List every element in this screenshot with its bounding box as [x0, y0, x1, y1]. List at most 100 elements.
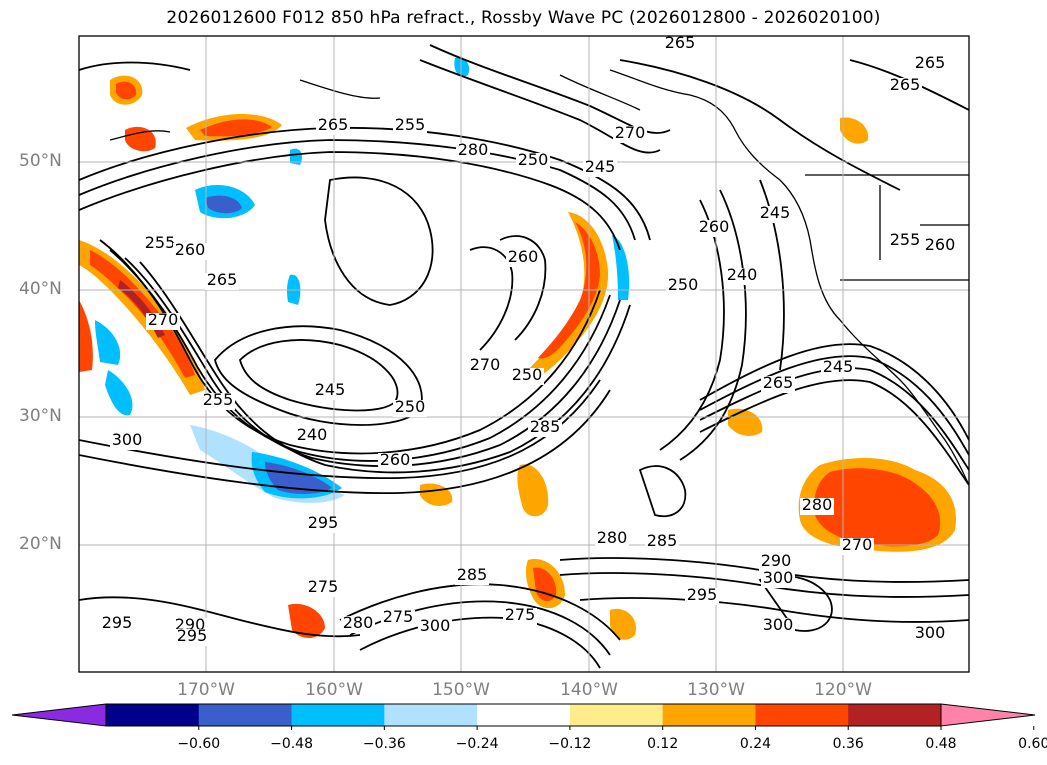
colorbar-tick-label: 0.48: [925, 736, 957, 752]
contour-label-background: [761, 618, 795, 635]
contour-label: 280: [458, 140, 489, 159]
contour-label-background: [913, 626, 947, 643]
contour-label: 285: [647, 531, 678, 550]
contour-label-background: [100, 616, 134, 633]
contour-label: 250: [518, 150, 549, 169]
colorbar-segment: [662, 704, 756, 726]
coastlines: [109, 69, 969, 486]
contour-label: 250: [395, 397, 426, 416]
contour-label-background: [888, 78, 922, 95]
lon-label: 130°W: [687, 680, 745, 700]
contour-label: 300: [420, 616, 451, 635]
contour-label: 280: [802, 495, 833, 514]
lon-label: 120°W: [814, 680, 872, 700]
contour-label-background: [725, 268, 759, 285]
contour-label-background: [393, 118, 427, 135]
colorbar-tick-label: −0.24: [455, 736, 499, 752]
contour-label-background: [685, 588, 719, 605]
contour-label: 260: [175, 240, 206, 259]
contour-label: 265: [890, 75, 921, 94]
contour-label-background: [528, 420, 562, 437]
colorbar-segment: [106, 704, 200, 726]
contour-label-background: [295, 428, 329, 445]
contour-label-background: [913, 56, 947, 73]
contour-label-background: [510, 368, 544, 385]
contour-label-background: [143, 236, 177, 253]
colorbar-tick-label: −0.48: [270, 736, 313, 752]
contour-label-background: [201, 393, 235, 410]
map-frame: [78, 35, 970, 673]
contour-label: 300: [763, 568, 794, 587]
contour-label: 295: [177, 626, 208, 645]
colorbar-tick-label: 0.12: [647, 736, 679, 752]
contour-label: 280: [597, 528, 628, 547]
contour-label: 270: [842, 535, 873, 554]
contour-label: 255: [395, 115, 426, 134]
contour-label: 245: [315, 380, 346, 399]
map-title: 2026012600 F012 850 hPa refract., Rossby…: [166, 8, 881, 28]
contour-label: 295: [687, 585, 718, 604]
contour-label-background: [583, 160, 617, 177]
contour-label: 300: [915, 623, 946, 642]
contour-label: 265: [207, 270, 238, 289]
contour-label: 265: [318, 115, 349, 134]
contour-label-background: [506, 250, 540, 267]
contour-label: 240: [297, 425, 328, 444]
contour-label: 255: [890, 230, 921, 249]
colorbar-segment: [477, 704, 571, 726]
contour-label-background: [175, 629, 209, 646]
contour-label: 255: [145, 233, 176, 252]
contour-label-background: [378, 453, 412, 470]
lon-label: 160°W: [305, 680, 363, 700]
colorbar-tick-label: −0.36: [362, 736, 406, 752]
contour-label-background: [840, 538, 874, 555]
contour-label: 250: [512, 365, 543, 384]
colorbar-tick-label: 0.24: [739, 736, 772, 752]
colorbar-extend-high: [940, 703, 1036, 727]
contour-label: 285: [530, 417, 561, 436]
contour-label-background: [313, 383, 347, 400]
lon-label: 170°W: [177, 680, 235, 700]
anomaly-fills: [79, 57, 956, 640]
contour-label-background: [205, 273, 239, 290]
contour-label: 260: [380, 450, 411, 469]
contour-label: 260: [699, 217, 730, 236]
lat-label: 50°N: [19, 151, 62, 171]
contour-label-background: [645, 534, 679, 551]
contour-label-background: [468, 358, 502, 375]
contour-label-background: [761, 571, 795, 588]
colorbar-tick-label: −0.60: [177, 736, 221, 752]
colorbar-extend-low: [11, 703, 107, 727]
contour-label: 265: [915, 53, 946, 72]
contour-label-background: [666, 278, 700, 295]
contour-label: 270: [470, 355, 501, 374]
contour-label: 250: [668, 275, 699, 294]
contour-label-background: [456, 143, 490, 160]
contour-label: 275: [308, 577, 339, 596]
contour-label: 265: [763, 373, 794, 392]
contour-label-background: [316, 118, 350, 135]
contour-label: 255: [203, 390, 234, 409]
contour-label: 275: [383, 607, 414, 626]
contour-label-background: [110, 433, 144, 450]
contour-label-background: [146, 313, 180, 330]
colorbar-segment: [569, 704, 664, 726]
contour-label-background: [697, 220, 731, 237]
colorbar-tick-label: 0.36: [832, 736, 864, 752]
contour-label: 300: [763, 615, 794, 634]
contour-label-background: [595, 531, 629, 548]
contour-label: 290: [761, 551, 792, 570]
contour-label-background: [503, 608, 537, 625]
contour-label: 245: [760, 203, 791, 222]
contour-label: 240: [727, 265, 758, 284]
lon-label: 140°W: [560, 680, 618, 700]
contour-label: 285: [457, 565, 488, 584]
contour-label: 270: [148, 310, 179, 329]
colorbar-tick-label: −0.12: [548, 736, 592, 752]
colorbar-tick-label: 0.60: [1018, 736, 1047, 752]
contour-label-background: [306, 580, 340, 597]
lat-label: 30°N: [19, 406, 62, 426]
contour-label-background: [455, 568, 489, 585]
contour-label-background: [888, 233, 922, 250]
